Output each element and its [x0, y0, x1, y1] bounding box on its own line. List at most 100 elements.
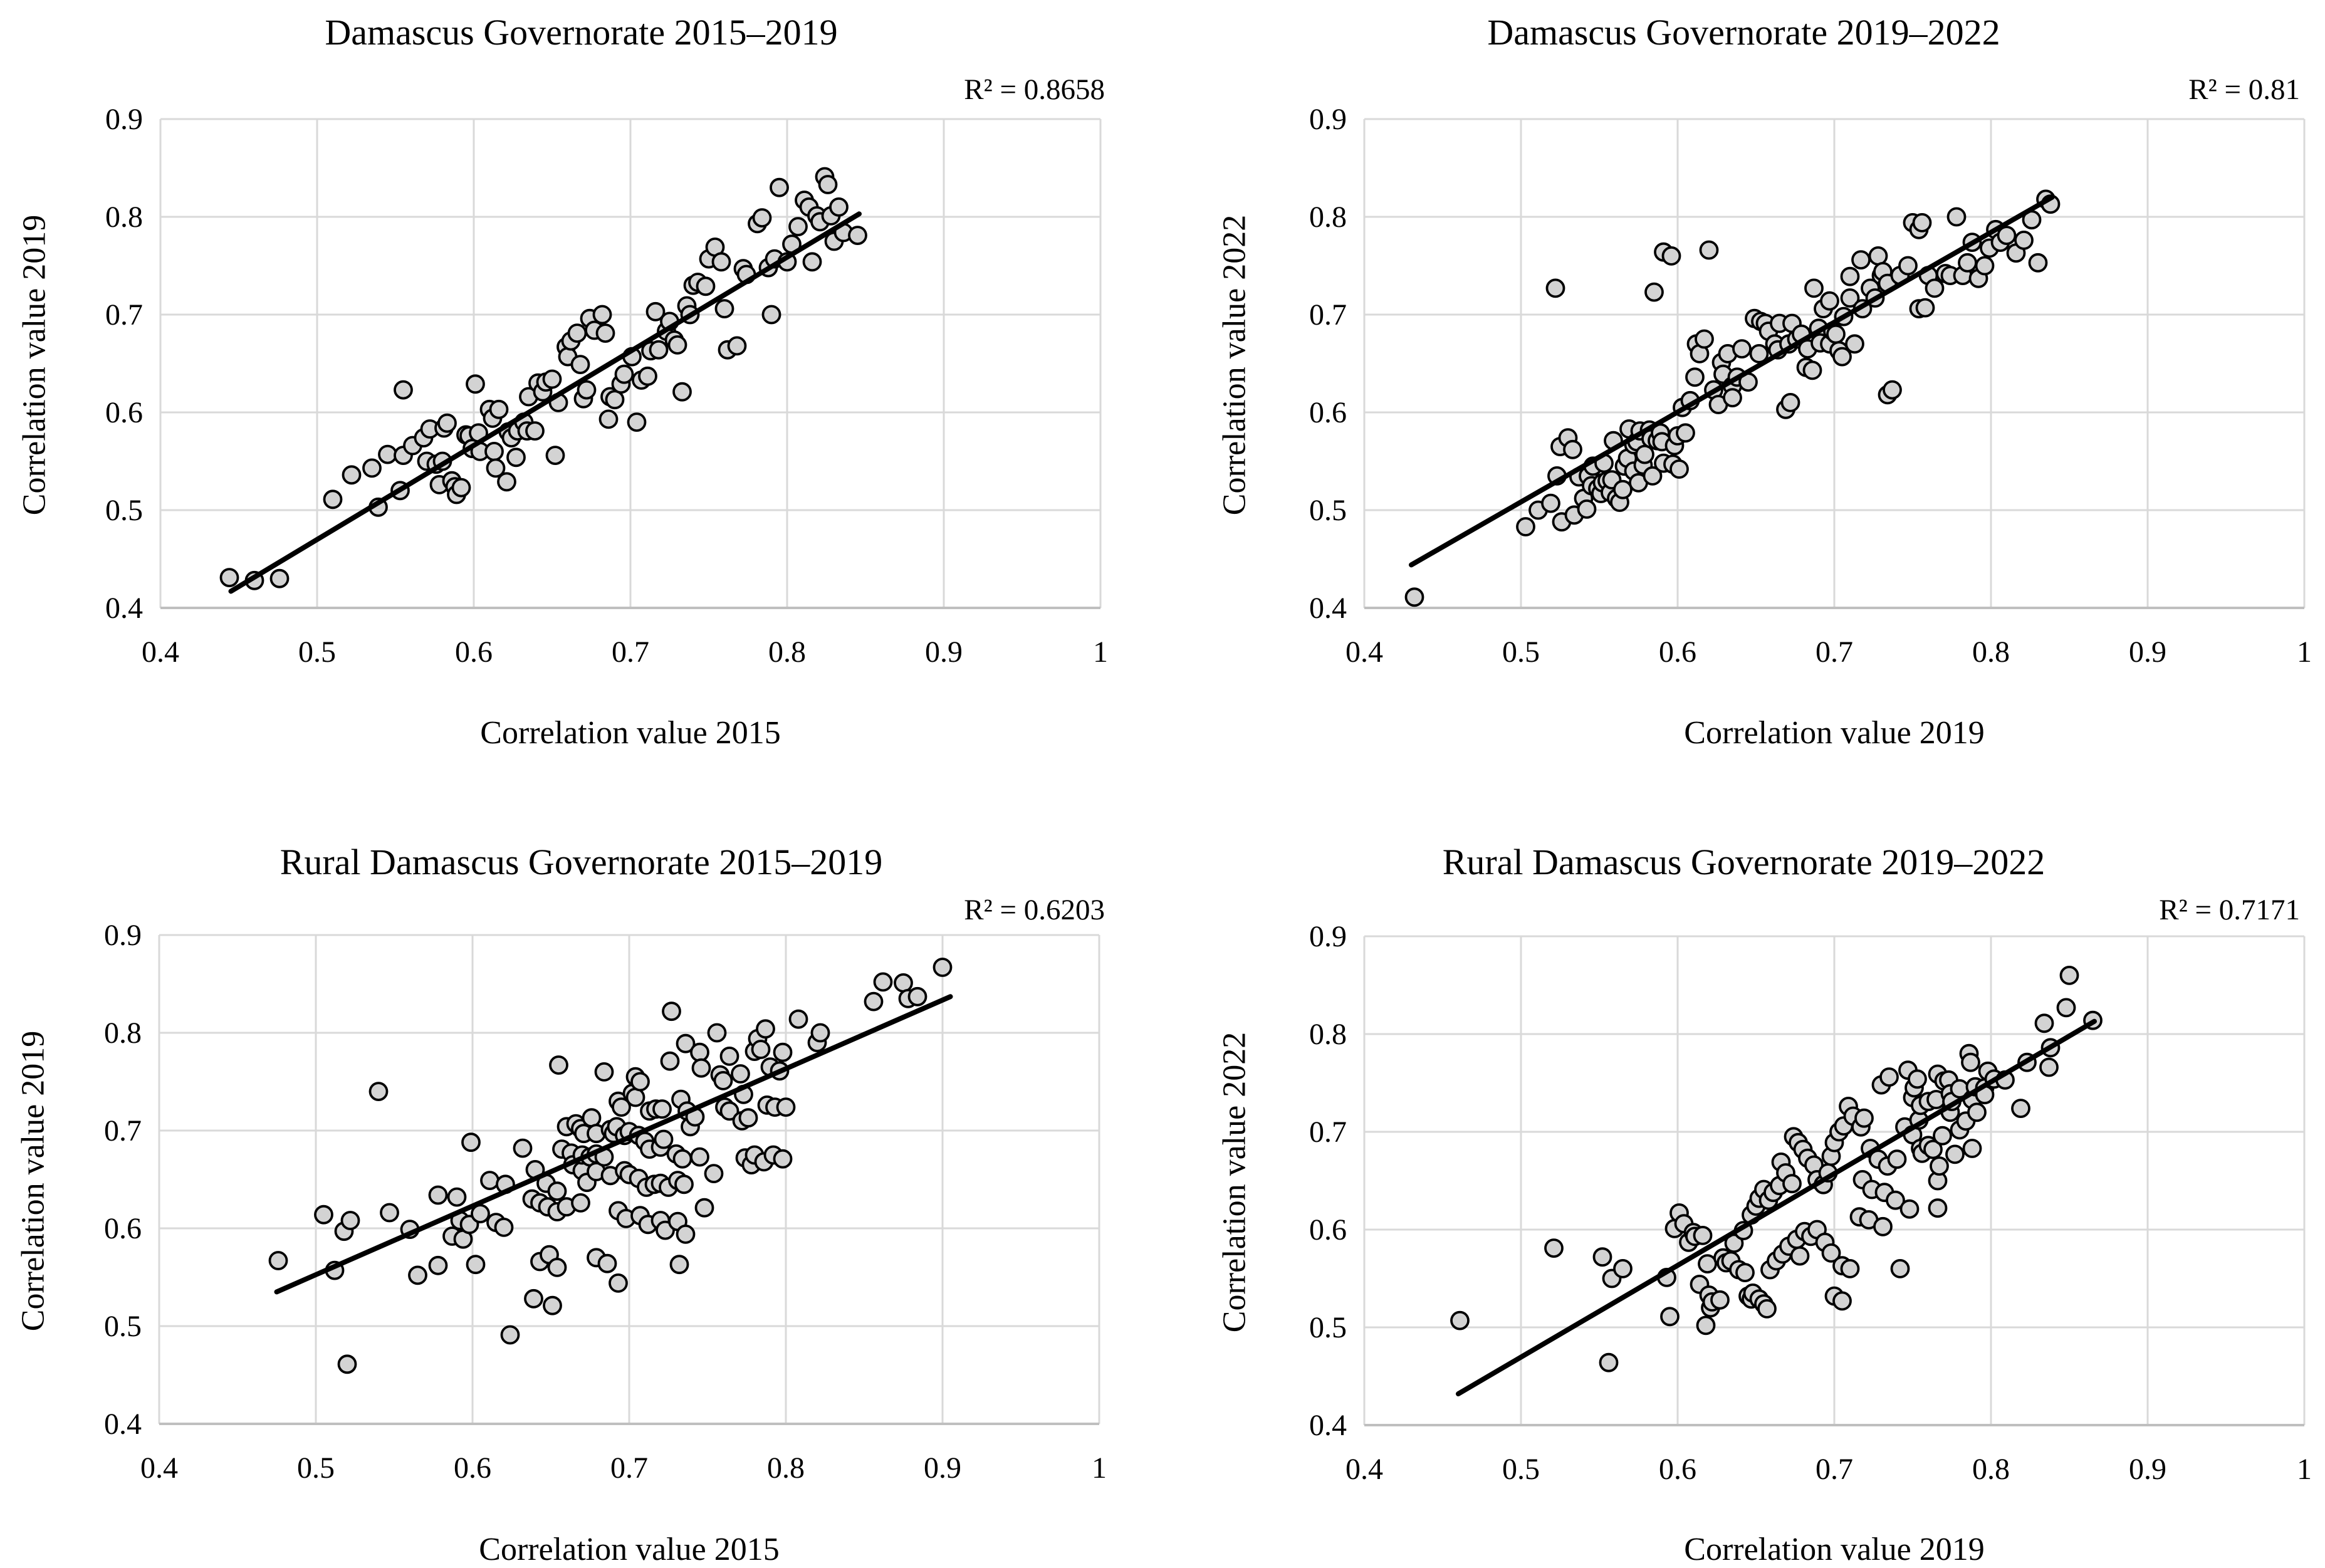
data-point: [609, 1273, 628, 1293]
data-point: [676, 1033, 696, 1053]
data-point: [2034, 1013, 2054, 1033]
data-point: [704, 1164, 724, 1183]
data-point: [1997, 226, 2017, 246]
data-point: [513, 1138, 533, 1158]
data-point: [1599, 1352, 1619, 1372]
data-point: [690, 1147, 709, 1167]
data-point: [1790, 1246, 1810, 1266]
trend-line: [274, 994, 953, 1295]
data-point: [690, 1042, 709, 1062]
data-point: [1886, 1190, 1905, 1210]
data-point: [1643, 466, 1663, 486]
data-point: [1699, 240, 1719, 260]
data-point: [1577, 499, 1597, 519]
data-point: [582, 1108, 602, 1128]
data-point: [1780, 393, 1800, 412]
data-point: [378, 444, 397, 464]
data-point: [873, 972, 893, 992]
data-point: [545, 446, 565, 465]
data-point: [598, 409, 619, 429]
data-point: [727, 336, 747, 356]
data-point: [788, 1009, 808, 1029]
x-tick-label: 0.8: [1972, 1453, 2010, 1486]
y-tick-label: 0.5: [104, 1310, 142, 1343]
data-point: [731, 1064, 750, 1084]
data-point: [549, 1055, 568, 1075]
data-point: [751, 1040, 771, 1059]
data-point: [1925, 278, 1945, 298]
data-point: [2059, 965, 2079, 985]
y-tick-label: 0.4: [105, 592, 143, 625]
data-point: [1962, 1139, 1982, 1158]
data-point: [630, 1072, 650, 1092]
x-tick-label: 0.8: [1972, 635, 2010, 669]
data-point: [1613, 1259, 1633, 1278]
x-tick-label: 0.9: [2129, 635, 2166, 669]
x-tick-label: 0.4: [142, 635, 179, 669]
data-point: [1544, 1238, 1564, 1258]
data-point: [672, 382, 692, 402]
data-point: [497, 472, 516, 492]
x-tick-label: 0.9: [925, 635, 963, 669]
data-point: [713, 1070, 733, 1090]
data-point: [1840, 288, 1860, 308]
data-point: [719, 1101, 739, 1121]
data-point: [340, 1211, 360, 1230]
data-point: [494, 1218, 514, 1237]
x-tick-label: 0.8: [767, 1451, 805, 1485]
data-point: [595, 323, 615, 343]
data-point: [1958, 253, 1977, 273]
y-tick-label: 0.6: [104, 1212, 142, 1245]
data-point: [428, 1185, 448, 1205]
data-point: [1698, 1254, 1717, 1273]
data-point: [1563, 439, 1582, 459]
scatter-plot: 0.4 0.5 0.6 0.7 0.8 0.9 1 0.4 0.5 0.6 0.7 0.8 0.9: [105, 103, 1108, 669]
data-point: [1933, 1126, 1952, 1146]
y-tick-label: 0.5: [1309, 494, 1347, 527]
data-point: [1826, 324, 1846, 344]
y-tick-label: 0.6: [1309, 396, 1347, 429]
data-point: [1802, 360, 1822, 380]
data-point: [1644, 282, 1664, 302]
x-tick-label: 0.6: [455, 635, 493, 669]
data-point: [933, 958, 953, 977]
data-point: [577, 380, 597, 400]
x-axis-title: Correlation value 2015: [480, 715, 781, 751]
data-point: [437, 413, 457, 433]
chart-title: Rural Damascus Governorate 2019–2022: [1442, 842, 2045, 882]
data-point: [594, 1062, 614, 1082]
y-tick-label: 0.7: [1309, 1116, 1347, 1149]
data-point: [1592, 1247, 1612, 1267]
data-point: [691, 1058, 711, 1078]
data-point: [756, 1019, 775, 1039]
data-point: [714, 299, 734, 319]
data-point: [2011, 1099, 2030, 1118]
chart-title: Damascus Governorate 2019–2022: [1487, 12, 2000, 53]
data-point: [1923, 1139, 1943, 1159]
data-point: [451, 478, 471, 498]
x-tick-label: 0.7: [1816, 635, 1853, 669]
data-point: [612, 1097, 631, 1117]
scatter-plot: 0.4 0.5 0.6 0.7 0.8 0.9 1 0.4 0.5 0.6 0.7 0.8 0.9: [1309, 920, 2312, 1486]
data-point: [484, 442, 504, 461]
x-tick-label: 0.7: [1816, 1453, 1853, 1486]
data-point: [694, 1198, 714, 1218]
data-point: [818, 175, 838, 194]
data-point: [1613, 479, 1633, 499]
y-tick-label: 0.9: [105, 103, 143, 136]
data-point: [752, 208, 772, 228]
scatter-plot: 0.4 0.5 0.6 0.7 0.8 0.9 1 0.4 0.5 0.6 0.7 0.8 0.9: [1309, 103, 2312, 669]
data-point: [547, 1258, 567, 1277]
data-point: [567, 323, 587, 343]
data-point: [1887, 1149, 1907, 1169]
data-point: [466, 1255, 486, 1275]
data-point: [654, 1129, 674, 1149]
chart-damascus-2019-2022: Damascus Governorate 2019–2022 R² = 0.81…: [1162, 0, 2325, 782]
x-tick-label: 0.4: [1345, 635, 1383, 669]
data-point: [1890, 1259, 1910, 1278]
data-point: [1735, 1263, 1755, 1282]
data-point: [864, 991, 884, 1011]
data-point: [761, 305, 781, 325]
x-tick-label: 0.5: [298, 635, 336, 669]
